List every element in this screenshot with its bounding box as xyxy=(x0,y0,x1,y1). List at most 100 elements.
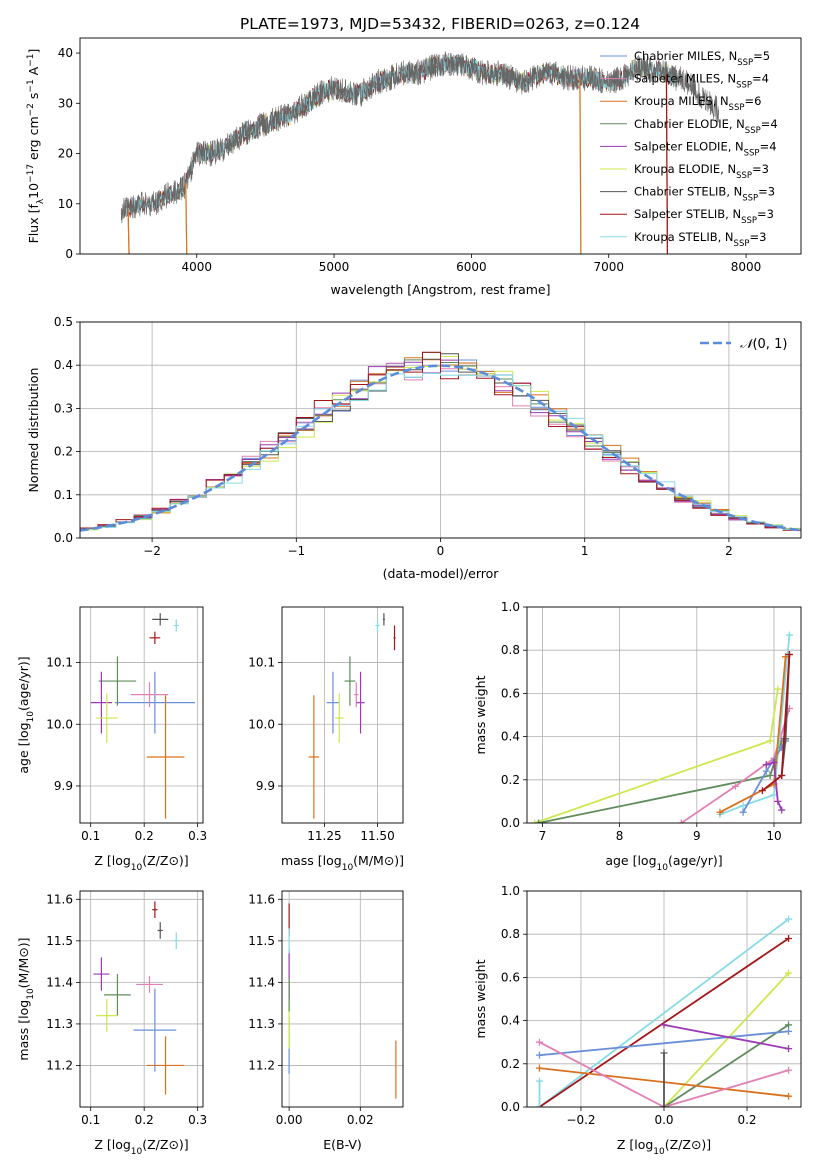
x-tick-label: 0.3 xyxy=(188,1113,207,1127)
weight-marker xyxy=(785,1092,793,1100)
figure-title: PLATE=1973, MJD=53432, FIBERID=0263, z=0… xyxy=(240,15,640,33)
weight-series-salpeter_miles xyxy=(539,1041,789,1107)
x-tick-label: 8000 xyxy=(731,260,762,274)
legend-text: =4 xyxy=(760,139,777,153)
legend-normal-label: 𝒩(0, 1) xyxy=(740,337,787,352)
age-z-xlabel: Z [log10(Z/Z⊙)] xyxy=(94,853,188,873)
y-tick-label: 0.6 xyxy=(501,970,520,984)
mass-z-axes: 0.1 0.2 0.3 11.2 11.3 11.4 11.5 11.6 xyxy=(46,891,207,1127)
x-tick-label: 2 xyxy=(725,544,733,558)
weight-marker xyxy=(716,808,724,816)
x-tick-label: 0.1 xyxy=(81,829,100,843)
y-tick-label: 1.0 xyxy=(501,600,520,614)
y-tick-label: 10.1 xyxy=(248,656,275,670)
y-tick-label: 11.5 xyxy=(46,934,73,948)
spectrum-drop xyxy=(579,78,582,254)
age-z-ylabel: age [log10(age/yr)] xyxy=(16,656,36,773)
spectrum-drop xyxy=(185,182,188,254)
weight-series-kroupa_elodie xyxy=(663,972,790,1107)
y-tick-label: 11.6 xyxy=(248,892,275,906)
weight-z-xlabel: Z [log10(Z/Z⊙)] xyxy=(617,1137,711,1157)
weight-marker xyxy=(785,935,793,943)
mass-ebv-xlabel: E(B-V) xyxy=(323,1137,362,1152)
mass-z-xlabel: Z [log10(Z/Z⊙)] xyxy=(94,1137,188,1157)
legend-label: Chabrier MILES, NSSP=5 xyxy=(634,49,770,68)
spectrum-drop xyxy=(127,208,130,254)
label-subscript: 10 xyxy=(131,1147,143,1157)
legend-text: =4 xyxy=(761,117,778,131)
legend-label: Kroupa STELIB, NSSP=3 xyxy=(634,230,766,249)
weight-age-axes: 7 8 9 10 0.0 0.2 0.4 0.6 0.8 1.0 xyxy=(501,600,801,843)
label-text: age [log xyxy=(16,722,31,773)
mass-ebv-frame xyxy=(281,890,404,1108)
weight-marker xyxy=(785,1027,793,1035)
x-tick-label: 1 xyxy=(581,544,589,558)
weight-age-xlabel: age [log10(age/yr)] xyxy=(605,853,722,873)
ylabel-part: Flux [f xyxy=(26,204,41,244)
legend-text: Chabrier STELIB, N xyxy=(634,185,742,199)
residual-hist-kroupa_stelib xyxy=(80,372,801,530)
weight-marker xyxy=(785,915,793,923)
y-tick-label: 0.0 xyxy=(501,816,520,830)
weight-z-ylabel: mass weight xyxy=(473,959,488,1038)
legend-text: =3 xyxy=(758,185,775,199)
weight-marker xyxy=(660,1103,668,1107)
ylabel-part: −1 xyxy=(26,54,36,67)
weight-marker xyxy=(774,685,782,693)
y-tick-label: 0.8 xyxy=(501,643,520,657)
label-subscript: 10 xyxy=(653,1147,665,1157)
ylabel-part: A xyxy=(26,66,41,79)
weight-marker xyxy=(766,771,774,779)
y-tick-label: 11.5 xyxy=(248,934,275,948)
y-tick-label: 0.2 xyxy=(54,445,73,459)
mass-z-frame xyxy=(79,890,204,1108)
x-tick-label: −1 xyxy=(287,544,305,558)
weight-marker xyxy=(739,808,747,816)
spectrum-ylabel: Flux [fλ10−17 erg cm−2 s−1 A−1] xyxy=(26,49,46,244)
weight-marker xyxy=(677,819,685,823)
spectrum-xlabel: wavelength [Angstrom, rest frame] xyxy=(330,282,550,297)
age-mass-axes: 11.25 11.50 9.9 10.0 10.1 xyxy=(248,607,403,843)
x-tick-label: 4000 xyxy=(181,260,212,274)
x-tick-label: 0.00 xyxy=(276,1113,303,1127)
label-text: (Z/Z⊙)] xyxy=(665,1137,711,1152)
weight-series-salpeter_miles xyxy=(680,708,791,823)
weight-marker xyxy=(770,759,778,767)
weight-marker xyxy=(774,797,782,805)
legend-subscript: SSP xyxy=(744,148,760,158)
weight-marker xyxy=(535,1064,543,1072)
ylabel-part: s xyxy=(26,93,41,104)
x-tick-label: 0.2 xyxy=(737,1113,756,1127)
x-tick-label: −2 xyxy=(143,544,161,558)
y-tick-label: 0.4 xyxy=(54,358,73,372)
weight-marker xyxy=(762,767,770,775)
legend-text: Salpeter MILES, N xyxy=(634,72,736,86)
y-tick-label: 9.9 xyxy=(54,779,73,793)
label-text: (age/yr)] xyxy=(668,853,723,868)
label-subscript: 10 xyxy=(342,863,354,873)
y-tick-label: 11.3 xyxy=(46,1017,73,1031)
legend-text: Kroupa MILES, N xyxy=(634,94,729,108)
legend-label: Salpeter MILES, NSSP=4 xyxy=(634,72,769,91)
weight-marker xyxy=(785,969,793,977)
x-tick-label: 7000 xyxy=(593,260,624,274)
legend-subscript: SSP xyxy=(736,171,752,181)
weight-series-chabrier_elodie xyxy=(538,740,783,823)
legend-text: =4 xyxy=(752,72,769,86)
label-text: (M/M⊙)] xyxy=(353,853,404,868)
legend-label: Chabrier ELODIE, NSSP=4 xyxy=(634,117,778,136)
legend-text: =6 xyxy=(744,94,761,108)
y-tick-label: 0.6 xyxy=(501,686,520,700)
y-tick-label: 11.2 xyxy=(46,1058,73,1072)
spectrum-frame xyxy=(79,37,802,255)
weight-marker xyxy=(785,1021,793,1029)
weight-marker xyxy=(778,806,786,814)
x-tick-label: 5000 xyxy=(319,260,350,274)
x-tick-label: 11.25 xyxy=(307,829,341,843)
weight-marker xyxy=(531,819,539,823)
y-tick-label: 20 xyxy=(58,147,73,161)
weight-marker xyxy=(739,802,747,810)
y-tick-label: 0.0 xyxy=(54,531,73,545)
x-tick-label: −0.2 xyxy=(566,1113,595,1127)
